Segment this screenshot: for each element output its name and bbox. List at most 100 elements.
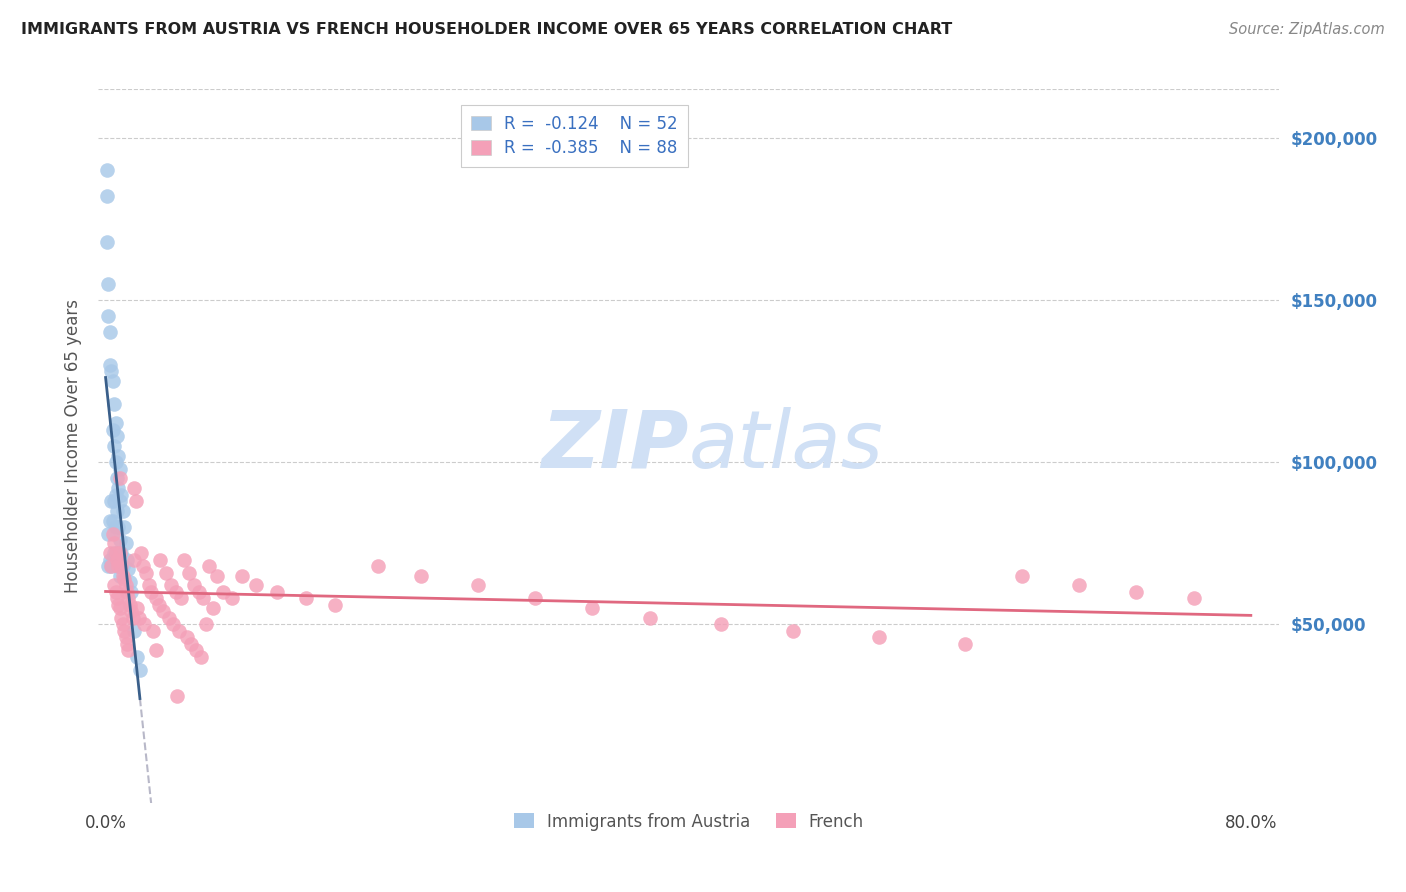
Point <box>266 585 288 599</box>
Point <box>108 533 131 547</box>
Point <box>98 358 121 372</box>
Point <box>122 552 145 566</box>
Point <box>129 663 152 677</box>
Point <box>183 578 205 592</box>
Point <box>118 598 141 612</box>
Point <box>953 637 976 651</box>
Point <box>103 494 125 508</box>
Point <box>114 631 136 645</box>
Point <box>108 471 131 485</box>
Point <box>125 649 148 664</box>
Point <box>1182 591 1205 606</box>
Point <box>103 546 125 560</box>
Point <box>107 559 129 574</box>
Point <box>96 235 118 249</box>
Legend: Immigrants from Austria, French: Immigrants from Austria, French <box>508 806 870 838</box>
Point <box>132 559 155 574</box>
Point <box>104 417 127 431</box>
Point <box>100 494 122 508</box>
Point <box>1067 578 1090 592</box>
Point <box>122 624 145 638</box>
Point <box>201 601 224 615</box>
Point <box>212 585 235 599</box>
Point <box>107 598 129 612</box>
Point <box>1011 568 1033 582</box>
Point <box>104 520 127 534</box>
Point <box>98 546 121 560</box>
Point <box>1125 585 1147 599</box>
Point <box>152 604 174 618</box>
Point <box>108 568 131 582</box>
Point <box>111 568 134 582</box>
Point <box>142 624 165 638</box>
Point <box>103 397 125 411</box>
Point <box>100 559 122 574</box>
Point <box>148 598 170 612</box>
Point <box>101 526 124 541</box>
Point <box>105 546 128 560</box>
Point <box>177 566 200 580</box>
Point <box>115 552 138 566</box>
Y-axis label: Householder Income Over 65 years: Householder Income Over 65 years <box>65 299 83 593</box>
Point <box>97 526 120 541</box>
Point <box>710 617 733 632</box>
Point <box>194 617 217 632</box>
Point <box>121 611 143 625</box>
Point <box>180 637 202 651</box>
Point <box>108 601 131 615</box>
Point <box>97 310 120 324</box>
Point <box>176 631 198 645</box>
Point <box>115 637 138 651</box>
Point <box>155 566 177 580</box>
Point <box>107 520 129 534</box>
Point <box>111 504 134 518</box>
Point <box>111 617 134 632</box>
Point <box>145 643 167 657</box>
Point <box>173 552 195 566</box>
Text: atlas: atlas <box>689 407 884 485</box>
Point <box>105 552 128 566</box>
Point <box>197 559 219 574</box>
Point <box>149 552 172 566</box>
Point <box>104 546 127 560</box>
Point <box>110 546 132 560</box>
Point <box>96 189 118 203</box>
Point <box>100 364 122 378</box>
Point <box>135 566 157 580</box>
Point <box>367 559 389 574</box>
Point <box>141 585 163 599</box>
Point <box>134 617 156 632</box>
Point <box>157 611 180 625</box>
Point <box>104 455 127 469</box>
Point <box>117 643 139 657</box>
Point <box>323 598 346 612</box>
Point <box>107 481 129 495</box>
Point <box>231 568 253 582</box>
Text: IMMIGRANTS FROM AUSTRIA VS FRENCH HOUSEHOLDER INCOME OVER 65 YEARS CORRELATION C: IMMIGRANTS FROM AUSTRIA VS FRENCH HOUSEH… <box>21 22 952 37</box>
Point <box>110 488 132 502</box>
Text: Source: ZipAtlas.com: Source: ZipAtlas.com <box>1229 22 1385 37</box>
Point <box>166 689 188 703</box>
Point <box>96 163 118 178</box>
Point <box>103 578 125 592</box>
Point <box>165 585 187 599</box>
Point <box>131 546 153 560</box>
Point <box>124 494 146 508</box>
Point <box>108 461 131 475</box>
Point <box>638 611 661 625</box>
Point <box>125 601 148 615</box>
Point <box>104 488 127 502</box>
Point <box>100 559 122 574</box>
Point <box>105 504 128 518</box>
Point <box>114 578 136 592</box>
Point <box>101 374 124 388</box>
Text: ZIP: ZIP <box>541 407 689 485</box>
Point <box>467 578 489 592</box>
Point <box>98 514 121 528</box>
Point <box>98 552 121 566</box>
Point <box>107 449 129 463</box>
Point <box>101 552 124 566</box>
Point <box>112 520 135 534</box>
Point <box>107 559 129 574</box>
Point <box>117 562 139 576</box>
